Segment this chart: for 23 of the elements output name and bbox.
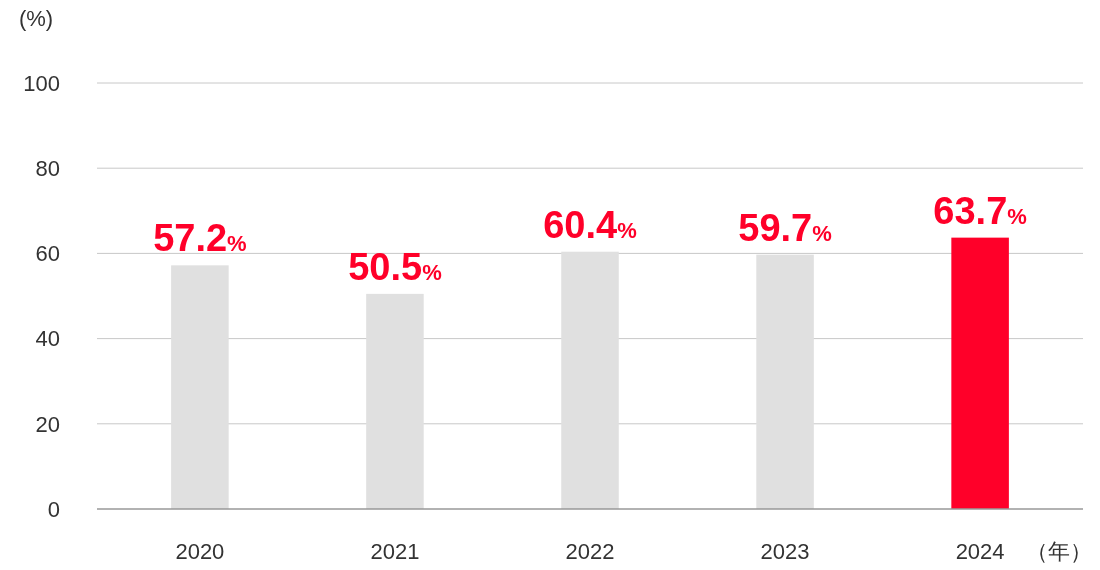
x-tick-label: 2022 xyxy=(565,539,615,564)
data-label: 63.7% xyxy=(933,189,1027,232)
data-label: 50.5% xyxy=(348,245,442,288)
y-axis-title: (%) xyxy=(18,6,54,31)
x-tick-label: 2020 xyxy=(175,539,225,564)
bar xyxy=(171,265,229,509)
y-tick-label: 60 xyxy=(35,241,60,267)
bar xyxy=(366,293,424,509)
bar xyxy=(561,251,619,509)
bar xyxy=(951,237,1009,509)
y-tick-label: 40 xyxy=(35,326,60,352)
data-label: 60.4% xyxy=(543,203,637,246)
y-tick-label: 20 xyxy=(35,411,60,437)
bar xyxy=(756,254,814,509)
x-tick-label: 2024 xyxy=(955,539,1005,564)
data-label: 59.7% xyxy=(738,206,832,249)
x-tick-label: 2021 xyxy=(370,539,420,564)
x-axis-title: （年） xyxy=(1026,539,1092,564)
x-tick-label: 2023 xyxy=(760,539,810,564)
y-tick-label: 100 xyxy=(23,70,60,96)
data-label: 57.2% xyxy=(153,217,247,260)
y-tick-label: 0 xyxy=(47,496,60,522)
y-tick-label: 80 xyxy=(35,155,60,181)
